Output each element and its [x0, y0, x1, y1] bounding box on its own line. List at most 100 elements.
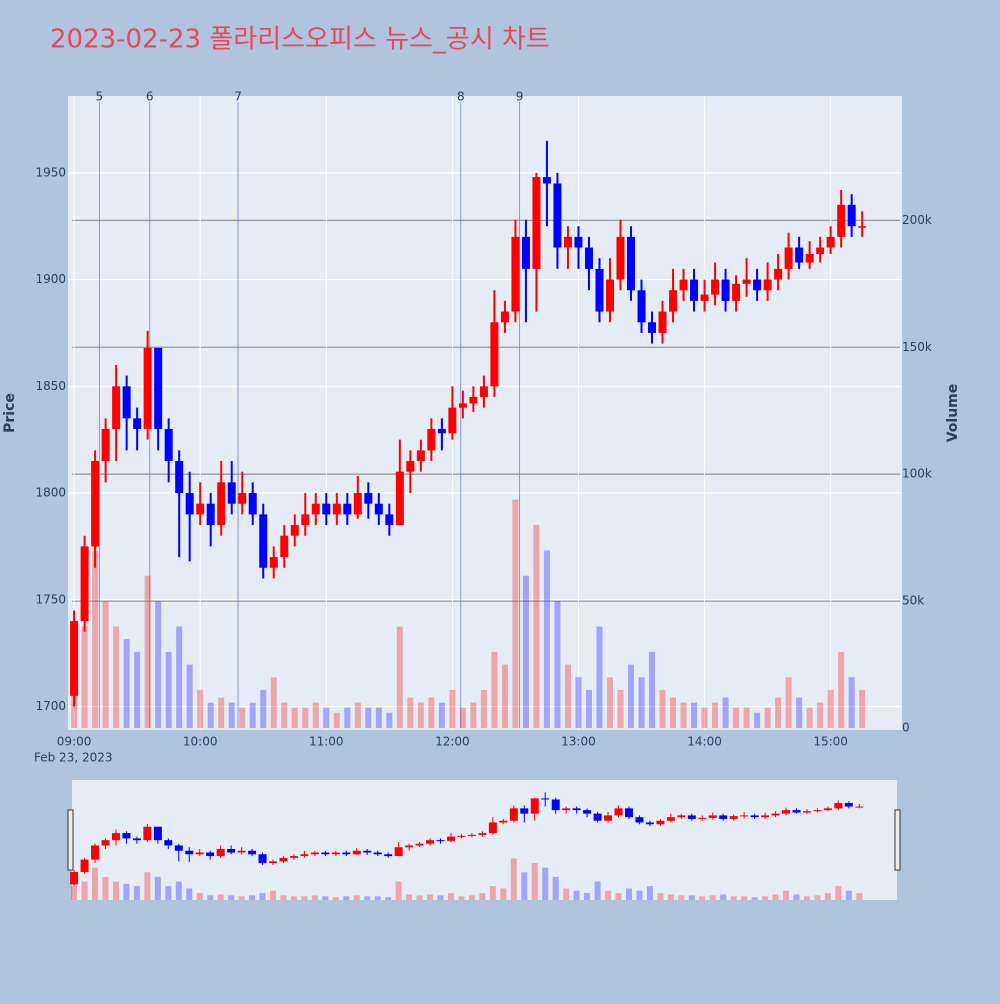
volume-bar	[670, 697, 677, 728]
volume-bar	[218, 697, 225, 728]
candle-body	[490, 322, 499, 387]
plot-area	[68, 96, 902, 730]
range-volume-bar	[636, 890, 643, 900]
volume-bar	[533, 524, 540, 728]
x-tick-label: 09:00	[57, 735, 92, 749]
range-volume-bar	[751, 897, 758, 900]
range-volume-bar	[406, 894, 413, 900]
range-volume-bar	[427, 894, 434, 900]
range-handle-right[interactable]	[894, 809, 901, 871]
volume-bar	[207, 702, 214, 728]
candle-body	[500, 311, 509, 323]
candle-body	[101, 429, 110, 462]
range-volume-bar	[217, 894, 224, 900]
candle-body	[458, 403, 467, 408]
volume-bar	[176, 626, 183, 728]
volume-bar	[827, 689, 834, 728]
range-volume-bar	[144, 872, 151, 900]
range-volume-bar	[123, 883, 130, 900]
volume-bar	[302, 707, 309, 728]
range-volume-bar	[584, 893, 591, 900]
range-volume-bar	[856, 893, 863, 900]
candle-body	[122, 386, 131, 419]
candle-body	[206, 503, 215, 526]
range-candle-body	[426, 840, 435, 844]
range-volume-bar	[385, 897, 392, 900]
volume-bar	[691, 702, 698, 728]
candle-body	[217, 482, 226, 526]
range-volume-bar	[92, 867, 99, 900]
range-volume-bar	[364, 896, 371, 900]
volume-bar	[459, 707, 466, 728]
range-candle-body	[698, 817, 707, 819]
range-volume-bar	[175, 881, 182, 900]
range-volume-bar	[605, 890, 612, 900]
range-candle-body	[562, 808, 571, 811]
range-volume-bar	[783, 890, 790, 900]
volume-bar	[764, 707, 771, 728]
volume-bar	[543, 550, 550, 728]
volume-bar	[501, 664, 508, 728]
range-candle-body	[802, 811, 811, 813]
y2-tick-label: 200k	[902, 213, 932, 227]
range-volume-bar	[228, 895, 235, 900]
volume-bar	[239, 707, 246, 728]
range-slider[interactable]	[72, 780, 897, 900]
range-candle-body	[331, 852, 340, 855]
range-candle-body	[457, 835, 466, 837]
range-candle-body	[677, 815, 686, 818]
range-volume-bar	[468, 895, 475, 900]
range-candle-body	[216, 848, 225, 857]
volume-bar	[113, 626, 120, 728]
volume-bar	[575, 677, 582, 728]
volume-bar	[281, 702, 288, 728]
range-candle-body	[153, 826, 162, 841]
volume-bar	[743, 707, 750, 728]
candle-body	[627, 236, 636, 291]
news-marker-label: 9	[516, 90, 524, 104]
range-candle-body	[750, 815, 759, 818]
range-volume-bar	[238, 896, 245, 900]
candle-body	[595, 268, 604, 312]
candle-body	[721, 279, 730, 301]
range-candle-body	[352, 850, 361, 855]
candle-body	[574, 236, 583, 248]
candle-body	[616, 236, 625, 280]
range-volume-bar	[458, 896, 465, 900]
volume-bar	[522, 575, 529, 728]
range-candle-body	[164, 840, 173, 846]
candle-body	[374, 503, 383, 515]
range-volume-bar	[625, 888, 632, 900]
range-volume-bar	[270, 890, 277, 900]
candle-body	[584, 247, 593, 269]
range-candle-body	[509, 808, 518, 821]
candle-body	[259, 514, 268, 568]
range-candle-body	[823, 808, 832, 811]
range-candle-body	[394, 847, 403, 857]
range-volume-bar	[688, 895, 695, 900]
candle-body	[70, 621, 79, 696]
volume-bar	[417, 702, 424, 728]
volume-bar	[628, 664, 635, 728]
candle-body	[542, 177, 551, 184]
volume-bar	[396, 626, 403, 728]
range-volume-bar	[762, 896, 769, 900]
range-candle-body	[279, 857, 288, 862]
range-volume-bar	[594, 881, 601, 900]
range-candle-body	[844, 803, 853, 807]
range-candle-body	[834, 803, 843, 809]
candle-body	[805, 253, 814, 263]
range-volume-bar	[207, 895, 214, 900]
range-candle-body	[708, 815, 717, 818]
range-handle-left[interactable]	[67, 809, 74, 871]
range-candle-body	[415, 843, 424, 846]
y2-tick-label: 100k	[902, 467, 932, 481]
volume-bar	[785, 677, 792, 728]
range-volume-bar	[416, 895, 423, 900]
range-volume-bar	[720, 894, 727, 900]
volume-bar	[491, 651, 498, 728]
candle-body	[469, 396, 478, 404]
range-volume-bar	[741, 896, 748, 900]
y-tick-label: 1850	[35, 379, 66, 393]
